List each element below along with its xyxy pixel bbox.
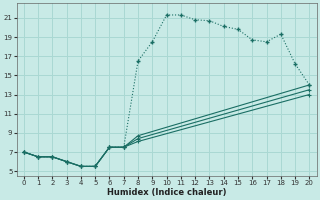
X-axis label: Humidex (Indice chaleur): Humidex (Indice chaleur): [107, 188, 226, 197]
